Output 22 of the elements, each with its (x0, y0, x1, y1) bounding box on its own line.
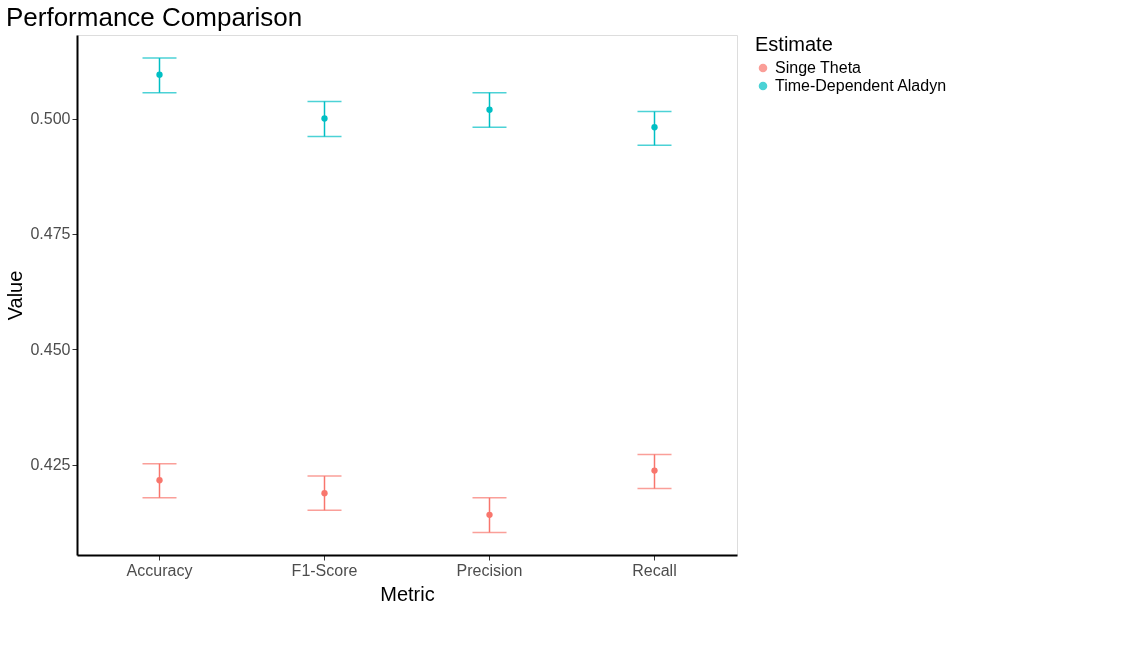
point (321, 115, 328, 122)
point (156, 477, 163, 484)
x-tick-label: Precision (456, 561, 523, 579)
x-tick-label: Accuracy (126, 561, 193, 579)
y-tick-label: 0.450 (30, 340, 71, 358)
x-tick-label: F1-Score (291, 561, 358, 579)
y-tick-label: 0.425 (30, 456, 71, 474)
point (486, 106, 493, 113)
y-tick-label: 0.475 (30, 225, 71, 243)
x-axis-title: Metric (380, 582, 435, 605)
y-axis-title: Value (4, 270, 27, 321)
y-tick-label: 0.500 (30, 110, 71, 128)
point (321, 490, 328, 497)
x-tick-label: Recall (632, 561, 677, 579)
point (486, 511, 493, 519)
legend-title: Estimate (755, 33, 833, 55)
legend-label: Time-Dependent Aladyn (775, 77, 947, 94)
chart-title: Performance Comparison (5, 2, 303, 32)
point (651, 467, 658, 474)
legend-label: Singe Theta (775, 59, 862, 76)
point (156, 71, 163, 78)
point (651, 124, 658, 131)
